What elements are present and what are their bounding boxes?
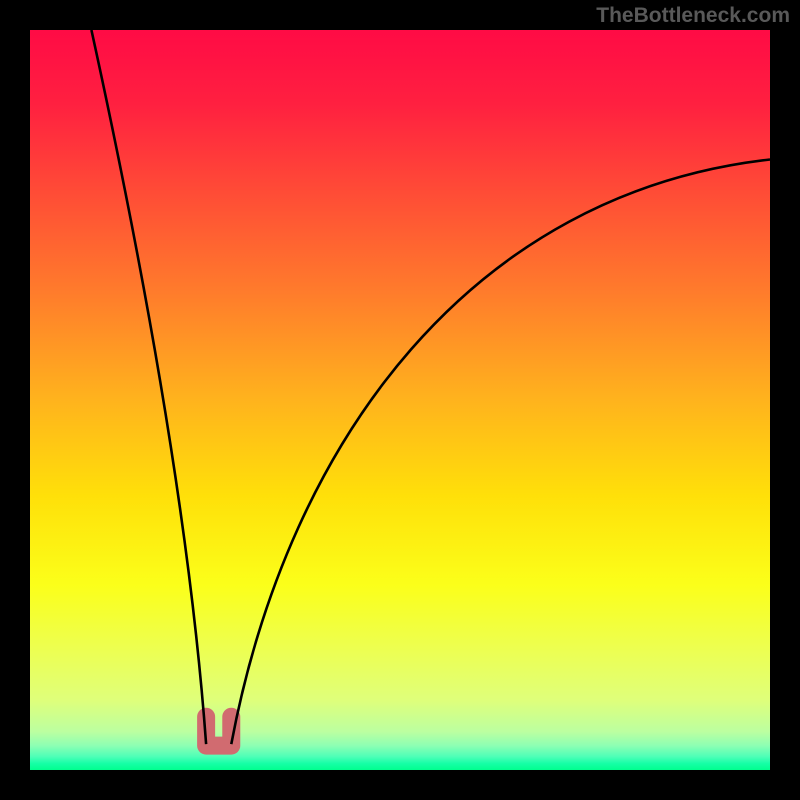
chart-background-gradient <box>30 30 770 770</box>
chart-container: TheBottleneck.com <box>0 0 800 800</box>
bottleneck-chart <box>0 0 800 800</box>
watermark-text: TheBottleneck.com <box>596 0 800 28</box>
